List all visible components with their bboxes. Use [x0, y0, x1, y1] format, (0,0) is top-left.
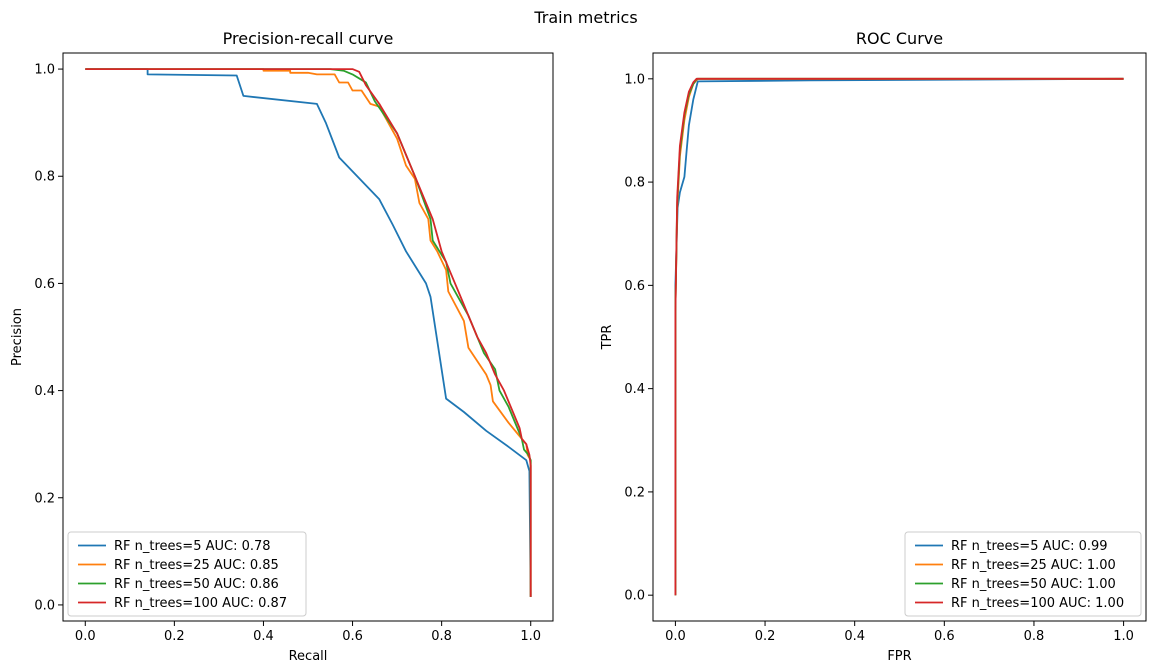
pr-legend-box	[67, 531, 307, 617]
roc-chart-title: ROC Curve	[856, 29, 943, 48]
pr-y-tick-label-0: 0.0	[34, 598, 55, 613]
pr-legend: RF n_trees=5 AUC: 0.78 RF n_trees=25 AUC:…	[67, 531, 307, 617]
roc-legend-label-1: RF n_trees=25 AUC: 1.00	[951, 558, 1116, 573]
roc-curve-axes: ROC Curve 0.0 0.2 0.4 0.6 0.8 1.0 0.0 0.2 0.4 0.6 0…	[600, 29, 1147, 664]
roc-legend-label-0: RF n_trees=5 AUC: 0.99	[951, 539, 1108, 554]
roc-legend-label-2: RF n_trees=50 AUC: 1.00	[951, 577, 1116, 592]
roc-legend-label-3: RF n_trees=100 AUC: 1.00	[951, 596, 1124, 611]
pr-series-line-1	[85, 68, 532, 597]
roc-x-tick-label-1: 0.2	[755, 629, 776, 644]
pr-legend-label-0: RF n_trees=5 AUC: 0.78	[114, 539, 271, 554]
pr-curve-axes: Precision-recall curve 0.0 0.2 0.4 0.6 0.8 1.0…	[10, 29, 554, 664]
pr-chart-title: Precision-recall curve	[223, 29, 394, 48]
pr-legend-label-3: RF n_trees=100 AUC: 0.87	[114, 596, 287, 611]
roc-y-tick-label-5: 1.0	[624, 72, 645, 87]
roc-legend-box	[904, 531, 1142, 617]
pr-x-tick-label-0: 0.0	[75, 629, 96, 644]
pr-series-line-0	[85, 68, 532, 597]
roc-x-tick-label-5: 1.0	[1113, 629, 1134, 644]
roc-y-tick-label-1: 0.2	[624, 485, 645, 500]
roc-axes-frame	[652, 52, 1147, 622]
pr-x-axis-label: Recall	[289, 649, 328, 664]
pr-y-tick-label-3: 0.6	[34, 277, 55, 292]
roc-series-line-3	[674, 77, 1124, 596]
pr-legend-label-2: RF n_trees=50 AUC: 0.86	[114, 577, 279, 592]
pr-legend-label-1: RF n_trees=25 AUC: 0.85	[114, 558, 279, 573]
roc-series-line-0	[674, 77, 1124, 596]
roc-y-tick-label-2: 0.4	[624, 382, 645, 397]
roc-series-line-2	[674, 77, 1124, 596]
pr-y-tick-label-4: 0.8	[34, 170, 55, 185]
pr-y-tick-label-1: 0.2	[34, 491, 55, 506]
pr-y-axis-label: Precision	[10, 308, 25, 366]
roc-x-tick-label-2: 0.4	[844, 629, 865, 644]
roc-y-tick-label-0: 0.0	[624, 589, 645, 604]
pr-x-tick-label-5: 1.0	[520, 629, 541, 644]
roc-y-tick-label-4: 0.8	[624, 176, 645, 191]
pr-axes-frame	[62, 52, 554, 622]
roc-series-line-1	[674, 77, 1124, 596]
pr-y-tick-label-2: 0.4	[34, 384, 55, 399]
pr-y-tick-label-5: 1.0	[34, 63, 55, 78]
roc-legend: RF n_trees=5 AUC: 0.99 RF n_trees=25 AUC:…	[904, 531, 1142, 617]
pr-x-tick-label-2: 0.4	[253, 629, 274, 644]
roc-y-axis-label: TPR	[600, 325, 615, 351]
pr-x-tick-label-3: 0.6	[342, 629, 363, 644]
pr-x-tick-label-4: 0.8	[431, 629, 452, 644]
roc-x-tick-label-3: 0.6	[934, 629, 955, 644]
roc-y-tick-label-3: 0.6	[624, 279, 645, 294]
figure-suptitle: Train metrics	[533, 8, 637, 27]
pr-series-line-2	[85, 68, 532, 597]
pr-series-line-3	[85, 68, 532, 597]
roc-x-tick-label-4: 0.8	[1024, 629, 1045, 644]
pr-x-tick-label-1: 0.2	[164, 629, 185, 644]
roc-x-axis-label: FPR	[887, 649, 911, 664]
roc-x-tick-label-0: 0.0	[665, 629, 686, 644]
